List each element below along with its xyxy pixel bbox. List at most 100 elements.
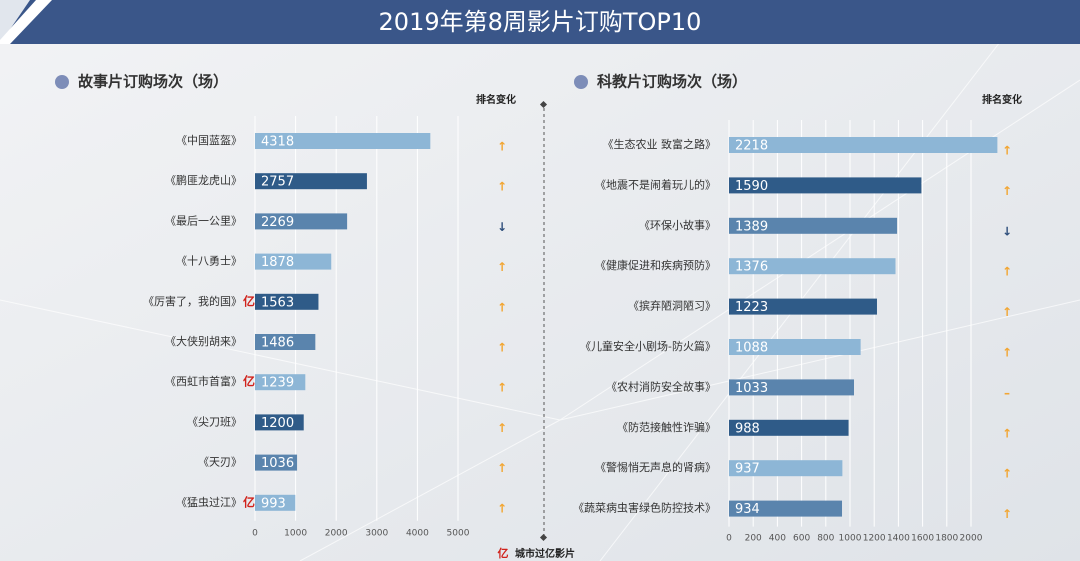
value-label: 1486	[261, 336, 294, 351]
category-label: 《生态农业 致富之路》	[603, 137, 717, 151]
bar	[729, 298, 877, 315]
x-tick-label: 1200	[863, 534, 886, 544]
category-label: 《儿童安全小剧场-防火篇》	[580, 339, 716, 353]
badge: 亿	[243, 293, 255, 308]
value-label: 1590	[735, 179, 768, 194]
category-label: 《最后一公里》	[165, 214, 242, 227]
bar	[255, 173, 367, 190]
category-label: 《西虹市首富》	[165, 374, 242, 388]
chart-title: 科教片订购场次（场）	[597, 73, 747, 91]
bar	[255, 494, 296, 511]
bar	[729, 258, 896, 275]
bar	[255, 334, 316, 350]
bar	[729, 177, 922, 194]
value-label: 2757	[261, 175, 294, 190]
value-label: 1389	[735, 219, 768, 234]
value-label: 1376	[735, 260, 768, 275]
x-tick-label: 5000	[447, 529, 470, 539]
bar	[729, 419, 849, 436]
category-label: 《猛虫过江》	[176, 496, 242, 509]
value-label: 1239	[261, 376, 294, 391]
rank-change: ↑	[497, 501, 507, 515]
x-tick-label: 1600	[911, 534, 934, 544]
rank-change-header: 排名变化	[476, 93, 516, 106]
bar	[255, 253, 332, 270]
value-label: 1878	[261, 255, 294, 270]
rank-change: ↓	[497, 220, 507, 234]
category-label: 《厉害了，我的国》	[143, 294, 242, 308]
x-tick-label: 2000	[325, 529, 348, 539]
category-label: 《十八勇士》	[176, 254, 242, 268]
rank-change: ↑	[1002, 467, 1012, 481]
value-label: 934	[735, 502, 760, 517]
bar	[255, 414, 304, 431]
x-tick-label: 1000	[284, 529, 307, 539]
bar	[729, 137, 998, 153]
bar	[255, 454, 298, 471]
x-tick-label: 3000	[365, 529, 388, 539]
bar	[729, 339, 861, 355]
bar	[729, 460, 843, 477]
rank-change: ↑	[1002, 346, 1012, 360]
divider-end	[539, 100, 548, 109]
value-label: 1088	[735, 341, 768, 356]
category-label: 《警惕悄无声息的肾病》	[595, 460, 716, 474]
category-label: 《农村消防安全故事》	[606, 379, 716, 393]
category-label: 《天刃》	[198, 456, 242, 469]
x-tick-label: 800	[817, 534, 834, 544]
category-label: 《摈弃陋洞陋习》	[628, 299, 716, 313]
rank-change: ↑	[1002, 265, 1012, 279]
category-label: 《环保小故事》	[639, 218, 716, 232]
bar	[255, 293, 319, 310]
title-bullet	[574, 75, 588, 89]
x-tick-label: 200	[745, 534, 762, 544]
bar	[255, 133, 431, 149]
rank-change: ↑	[497, 260, 507, 274]
rank-change: ↑	[497, 140, 507, 154]
x-tick-label: 0	[726, 534, 732, 544]
category-label: 《中国蓝盔》	[176, 133, 242, 147]
x-tick-label: 4000	[406, 529, 429, 539]
value-label: 1223	[735, 300, 768, 315]
rank-change: ↓	[1002, 224, 1012, 238]
category-label: 《尖刀班》	[187, 415, 242, 428]
rank-change: ↑	[497, 341, 507, 355]
header-band	[0, 0, 1080, 44]
value-label: 988	[735, 421, 760, 436]
rank-change: ↑	[497, 300, 507, 314]
rank-change: ↑	[1002, 305, 1012, 319]
value-label: 1033	[735, 381, 768, 396]
badge: 亿	[243, 494, 255, 509]
value-label: 1036	[261, 456, 294, 471]
value-label: 4318	[261, 135, 294, 150]
value-label: 2218	[735, 139, 768, 154]
x-tick-label: 0	[252, 529, 258, 539]
category-label: 《地震不是闹着玩儿的》	[595, 177, 716, 191]
rank-change: ↑	[1002, 184, 1012, 198]
chart-title: 故事片订购场次（场）	[78, 73, 228, 91]
value-label: 2269	[261, 215, 294, 230]
rank-change: ↑	[497, 381, 507, 395]
bar	[729, 379, 854, 396]
bar	[729, 217, 898, 234]
value-label: 1200	[261, 416, 294, 431]
legend-label: 城市过亿影片	[515, 547, 575, 560]
bar	[255, 374, 306, 391]
x-tick-label: 1800	[935, 534, 958, 544]
rank-change: ↑	[497, 461, 507, 475]
value-label: 1563	[261, 295, 294, 310]
header-stripe	[0, 0, 52, 44]
rank-change: ↑	[1002, 507, 1012, 521]
category-label: 《健康促进和疾病预防》	[595, 258, 716, 272]
badge: 亿	[243, 374, 255, 389]
category-label: 《防范接触性诈骗》	[617, 420, 716, 434]
rank-change: ↑	[1002, 144, 1012, 158]
rank-change-header: 排名变化	[982, 93, 1022, 106]
value-label: 993	[261, 496, 286, 511]
x-tick-label: 400	[769, 534, 786, 544]
legend-symbol: 亿	[498, 546, 509, 560]
rank-change: ↑	[1002, 426, 1012, 440]
x-tick-label: 1000	[839, 534, 862, 544]
